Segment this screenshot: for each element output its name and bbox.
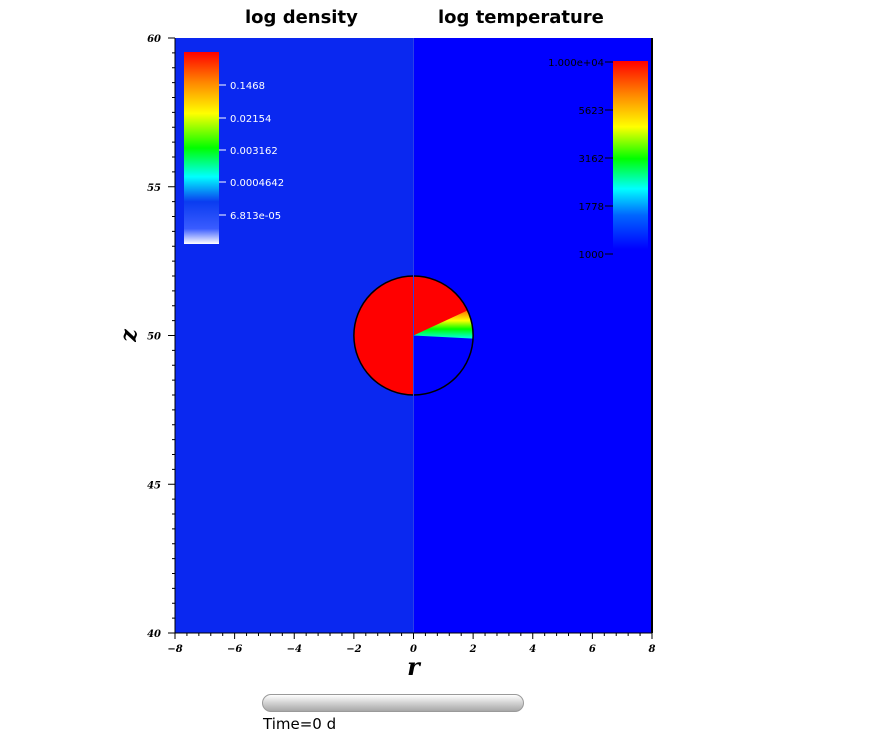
y-tick-label: 40 [147,629,161,640]
x-tick-label: −8 [167,644,182,655]
x-tick-label: 2 [469,644,477,655]
density-colorbar-label: 6.813e-05 [230,211,281,222]
y-tick-label: 50 [147,332,161,343]
y-axis-label: z [116,329,142,343]
x-axis-label: r [407,652,422,681]
temperature-colorbar-label: 3162 [579,154,604,165]
density-colorbar-label: 0.02154 [230,114,271,125]
y-tick-label: 60 [147,34,161,45]
y-tick-label: 55 [147,183,161,194]
temperature-colorbar-label: 1000 [579,250,604,261]
temperature-colorbar [613,61,648,249]
density-colorbar-label: 0.0004642 [230,178,284,189]
x-tick-label: 6 [589,644,596,655]
density-colorbar-label: 0.1468 [230,81,265,92]
x-tick-label: 8 [649,644,656,655]
y-tick-label: 45 [147,480,161,491]
x-tick-label: 0 [410,644,417,655]
x-tick-label: −2 [346,644,361,655]
x-tick-label: 4 [529,644,536,655]
x-tick-label: −6 [227,644,242,655]
left-panel-title: log density [245,7,358,28]
x-tick-label: −4 [287,644,302,655]
temperature-colorbar-label: 1.000e+04 [548,58,604,69]
density-colorbar [184,52,219,244]
temperature-wedge [413,305,474,340]
temperature-colorbar-label: 5623 [579,106,604,117]
right-panel-title: log temperature [438,7,604,28]
time-slider[interactable] [262,694,524,712]
density-colorbar-label: 0.003162 [230,146,278,157]
temperature-colorbar-label: 1778 [579,202,604,213]
time-label: Time=0 d [263,715,337,733]
